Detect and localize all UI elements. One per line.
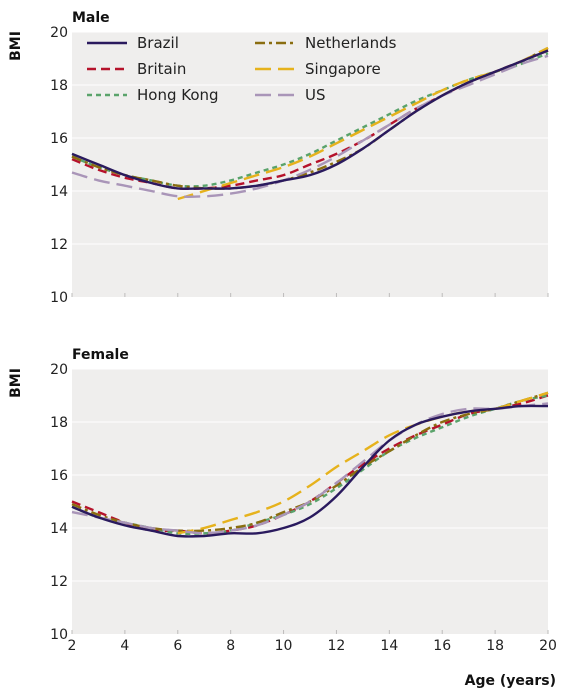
y-tick-label: 16 — [50, 131, 68, 147]
panel-title: Male — [72, 10, 110, 26]
y-tick-label: 12 — [50, 574, 68, 590]
y-tick-label: 10 — [50, 290, 68, 306]
x-tick-label: 20 — [539, 638, 557, 654]
y-axis-label: BMI — [8, 31, 24, 61]
series-line-brazil — [71, 49, 549, 190]
y-tick-label: 12 — [50, 237, 68, 253]
y-axis-label: BMI — [8, 368, 24, 398]
y-tick-label: 20 — [50, 25, 68, 41]
x-tick-label: 18 — [486, 638, 504, 654]
x-tick-label: 6 — [173, 638, 182, 654]
y-tick-label: 14 — [50, 184, 68, 200]
y-tick-label: 16 — [50, 468, 68, 484]
legend-label-singapore: Singapore — [305, 60, 381, 78]
series-line-us — [71, 402, 549, 535]
legend-label-britain: Britain — [137, 60, 186, 78]
legend: Brazil Britain Hong Kong Netherlands Singapo… — [87, 34, 397, 104]
legend-label-brazil: Brazil — [137, 34, 179, 52]
y-tick-label: 18 — [50, 78, 68, 94]
x-tick-label: 8 — [226, 638, 235, 654]
x-tick-label: 12 — [328, 638, 346, 654]
series-line-hong-kong — [71, 52, 549, 188]
legend-label-netherlands: Netherlands — [305, 34, 397, 52]
series-line-us — [71, 54, 549, 199]
x-axis-label: Age (years) — [465, 673, 556, 689]
y-tick-label: 10 — [50, 627, 68, 643]
legend-label-hong-kong: Hong Kong — [137, 86, 219, 104]
x-tick-label: 10 — [275, 638, 293, 654]
x-tick-label: 4 — [120, 638, 129, 654]
series-line-brazil — [71, 404, 549, 538]
y-tick-label: 14 — [50, 521, 68, 537]
x-tick-label: 14 — [380, 638, 398, 654]
legend-label-us: US — [305, 86, 326, 104]
panel-title: Female — [72, 347, 129, 363]
x-tick-label: 2 — [68, 638, 77, 654]
y-tick-label: 18 — [50, 415, 68, 431]
x-tick-label: 16 — [433, 638, 451, 654]
y-tick-label: 20 — [50, 362, 68, 378]
